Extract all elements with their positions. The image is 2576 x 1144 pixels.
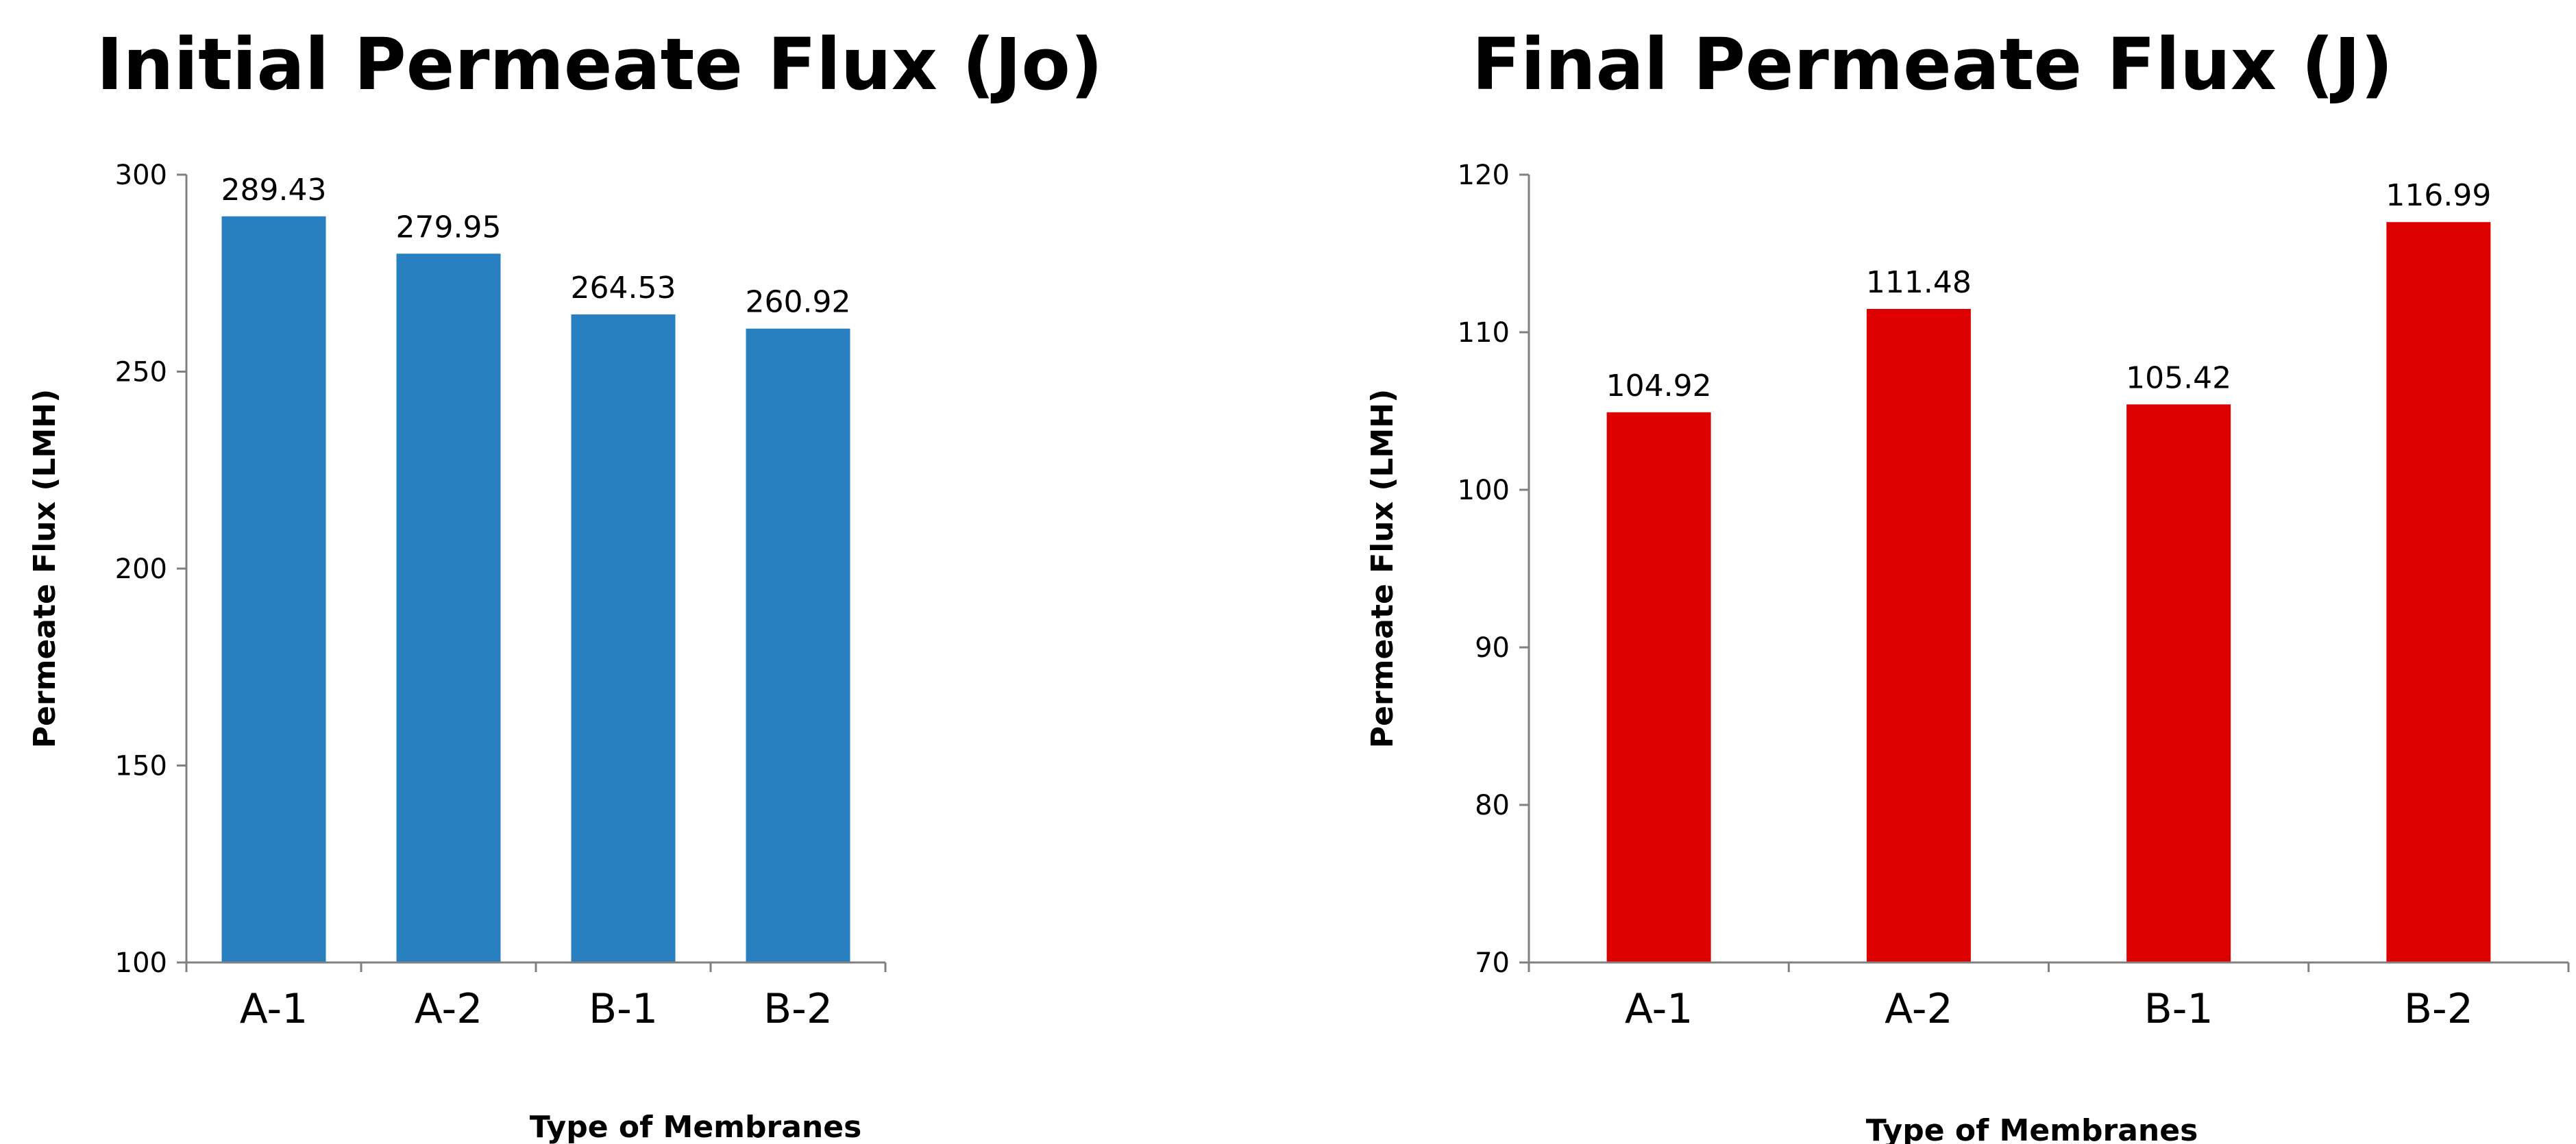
y-ticks: 70 80 90 100 110 120	[1458, 160, 1529, 979]
x-tick-label: B-1	[589, 985, 658, 1033]
x-tick-label: B-2	[763, 985, 833, 1033]
data-label: 279.95	[396, 210, 502, 245]
data-label: 289.43	[221, 173, 327, 208]
y-tick-label: 200	[115, 554, 167, 585]
data-label: 104.92	[1606, 369, 1712, 403]
bar-a-2	[396, 253, 501, 963]
x-tick-label: A-2	[415, 985, 483, 1033]
y-tick-label: 100	[1458, 475, 1510, 506]
data-label: 260.92	[746, 285, 851, 320]
x-tick-label: A-2	[1885, 985, 1953, 1033]
bars	[1606, 222, 2491, 963]
y-tick-label: 250	[115, 357, 167, 388]
y-axis-title: Permeate Flux (LMH)	[27, 389, 62, 748]
y-tick-label: 300	[115, 160, 167, 191]
data-label: 105.42	[2126, 360, 2231, 395]
chart-initial-flux: Initial Permeate Flux (Jo) Permeate Flux…	[27, 23, 1103, 1144]
x-axis-title: Type of Membranes	[530, 1110, 862, 1144]
x-tick-label: B-2	[2404, 985, 2473, 1033]
y-tick-label: 100	[115, 947, 167, 979]
y-tick-label: 150	[115, 751, 167, 782]
data-label: 264.53	[571, 271, 676, 306]
y-tick-label: 70	[1475, 947, 1510, 979]
bar-a-2	[1866, 308, 1971, 963]
data-label: 111.48	[1866, 265, 1972, 300]
bar-b-2	[746, 328, 850, 963]
x-ticks: A-1 A-2 B-1 B-2	[185, 962, 887, 1033]
x-axis-title: Type of Membranes	[1866, 1113, 2198, 1144]
y-tick-label: 110	[1458, 317, 1510, 349]
x-ticks: A-1 A-2 B-1 B-2	[1528, 962, 2570, 1033]
bar-a-1	[221, 216, 326, 963]
y-ticks: 100 150 200 250 300	[115, 160, 186, 979]
x-tick-label: A-1	[240, 985, 308, 1033]
x-tick-label: A-1	[1625, 985, 1693, 1033]
y-axis-title: Permeate Flux (LMH)	[1365, 389, 1400, 748]
y-tick-label: 120	[1458, 160, 1510, 191]
bar-a-1	[1606, 412, 1711, 962]
chart-final-flux: Final Permeate Flux (J) Permeate Flux (L…	[1365, 23, 2570, 1144]
bar-b-1	[2126, 404, 2231, 962]
data-labels: 289.43 279.95 264.53 260.92	[221, 173, 851, 320]
data-label: 116.99	[2385, 178, 2491, 213]
y-tick-label: 80	[1475, 790, 1510, 821]
x-tick-label: B-1	[2144, 985, 2213, 1033]
bar-b-2	[2386, 222, 2491, 963]
bars	[221, 216, 850, 963]
bar-b-1	[571, 314, 676, 962]
chart-title: Initial Permeate Flux (Jo)	[97, 23, 1103, 106]
y-tick-label: 90	[1475, 632, 1510, 664]
data-labels: 104.92 111.48 105.42 116.99	[1606, 178, 2492, 403]
chart-title: Final Permeate Flux (J)	[1472, 23, 2393, 106]
